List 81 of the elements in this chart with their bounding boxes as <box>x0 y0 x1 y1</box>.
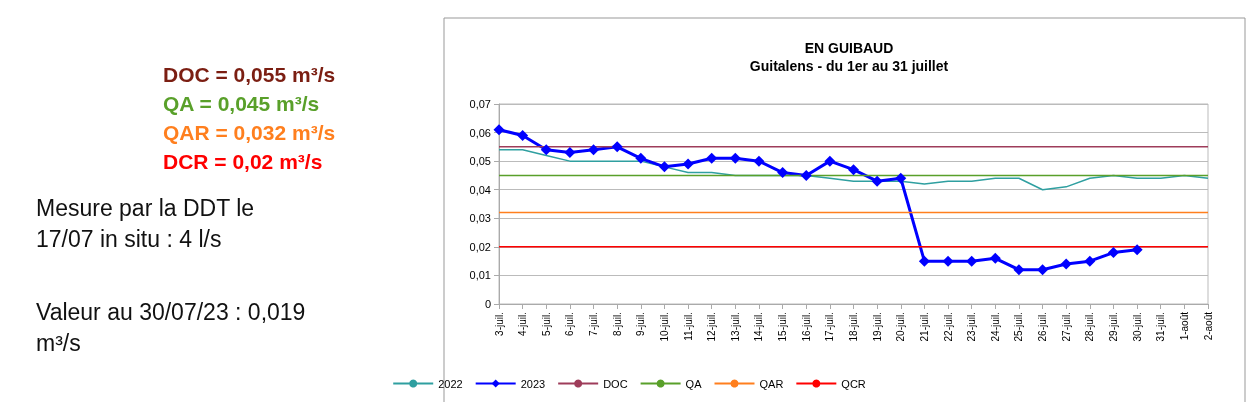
text: QA = 0,045 m³/s <box>163 92 320 115</box>
y-tick-label: 0,06 <box>469 126 491 139</box>
text: DCR = 0,02 m³/s <box>163 150 323 173</box>
text: Mesure par la DDT le 17/07 in situ : 4 l/s <box>36 194 255 252</box>
y-tick-label: 0,03 <box>469 212 491 225</box>
x-tick-label: 30-juil. <box>1131 312 1143 342</box>
point <box>517 129 529 141</box>
legend-label: QCR <box>841 377 866 390</box>
x-tick-label: 2-août <box>1202 311 1214 341</box>
x-tick-label: 16-juil. <box>800 312 812 342</box>
y-tick-label: 0,01 <box>469 269 491 282</box>
x-tick-label: 7-juil. <box>588 312 600 336</box>
y-tick-label: 0,07 <box>469 98 491 110</box>
y-tick-label: 0 <box>484 298 491 310</box>
x-tick-label: 27-juil. <box>1060 312 1072 342</box>
point <box>564 147 576 159</box>
legend-label: 2023 <box>520 377 546 390</box>
y-tick-label: 0,04 <box>469 183 491 196</box>
y-tick-label: 0,05 <box>469 155 491 168</box>
x-tick-label: 14-juil. <box>753 312 765 342</box>
x-tick-label: 22-juil. <box>942 312 954 342</box>
point <box>635 152 647 164</box>
text: QAR = 0,032 m³/s <box>163 121 336 144</box>
x-tick-label: 1-août <box>1178 311 1190 341</box>
point <box>848 164 859 176</box>
legend-label: QAR <box>759 377 784 390</box>
point <box>1084 255 1096 267</box>
legend-label: QA <box>685 377 703 390</box>
x-tick-label: 29-juil. <box>1107 312 1119 342</box>
point <box>1131 244 1143 256</box>
point <box>966 255 978 267</box>
point <box>611 141 623 153</box>
x-tick-label: 24-juil. <box>989 312 1001 342</box>
x-tick-label: 15-juil. <box>777 312 789 342</box>
point <box>1037 264 1049 276</box>
point <box>918 255 930 267</box>
point <box>895 172 907 184</box>
point <box>777 167 789 179</box>
x-tick-label: 12-juil. <box>706 312 718 342</box>
point <box>540 144 552 156</box>
chart-title: EN GUIBAUD <box>804 40 894 56</box>
point <box>658 161 670 173</box>
point <box>824 155 836 167</box>
x-tick-label: 19-juil. <box>871 312 883 342</box>
x-tick-label: 9-juil. <box>635 312 647 336</box>
x-tick-label: 5-juil. <box>540 312 552 336</box>
x-tick-label: 23-juil. <box>966 312 978 342</box>
x-tick-label: 11-juil. <box>682 312 694 341</box>
chart-subtitle: Guitalens - du 1er au 31 juillet <box>749 58 949 74</box>
text: Valeur au 30/07/23 : 0,019 m³/s <box>36 298 306 356</box>
point <box>729 152 741 164</box>
x-tick-label: 4-juil. <box>517 312 529 336</box>
point <box>800 169 812 181</box>
point <box>706 152 718 164</box>
x-tick-label: 25-juil. <box>1013 312 1025 342</box>
legend-label: 2022 <box>438 377 463 390</box>
point <box>942 255 954 267</box>
x-tick-label: 28-juil. <box>1084 312 1096 342</box>
point <box>493 124 505 136</box>
x-tick-label: 18-juil. <box>848 312 859 342</box>
x-tick-label: 31-juil. <box>1155 312 1167 342</box>
point <box>1013 264 1025 276</box>
x-tick-label: 17-juil. <box>824 312 836 342</box>
x-tick-label: 21-juil. <box>918 312 930 342</box>
y-tick-label: 0,02 <box>469 240 491 253</box>
text: DOC = 0,055 m³/s <box>163 63 336 86</box>
point <box>682 158 694 170</box>
point <box>1060 258 1072 270</box>
legend-label: DOC <box>603 377 628 390</box>
point <box>989 252 1001 264</box>
x-tick-label: 13-juil. <box>729 312 741 342</box>
x-tick-label: 20-juil. <box>895 312 907 342</box>
x-tick-label: 3-juil. <box>493 312 505 336</box>
point <box>588 144 600 156</box>
x-tick-label: 10-juil. <box>658 312 670 342</box>
point <box>1107 247 1119 259</box>
point <box>871 175 883 187</box>
x-tick-label: 8-juil. <box>611 312 623 336</box>
point <box>753 155 765 167</box>
x-tick-label: 26-juil. <box>1037 312 1049 342</box>
x-tick-label: 6-juil. <box>564 312 576 336</box>
